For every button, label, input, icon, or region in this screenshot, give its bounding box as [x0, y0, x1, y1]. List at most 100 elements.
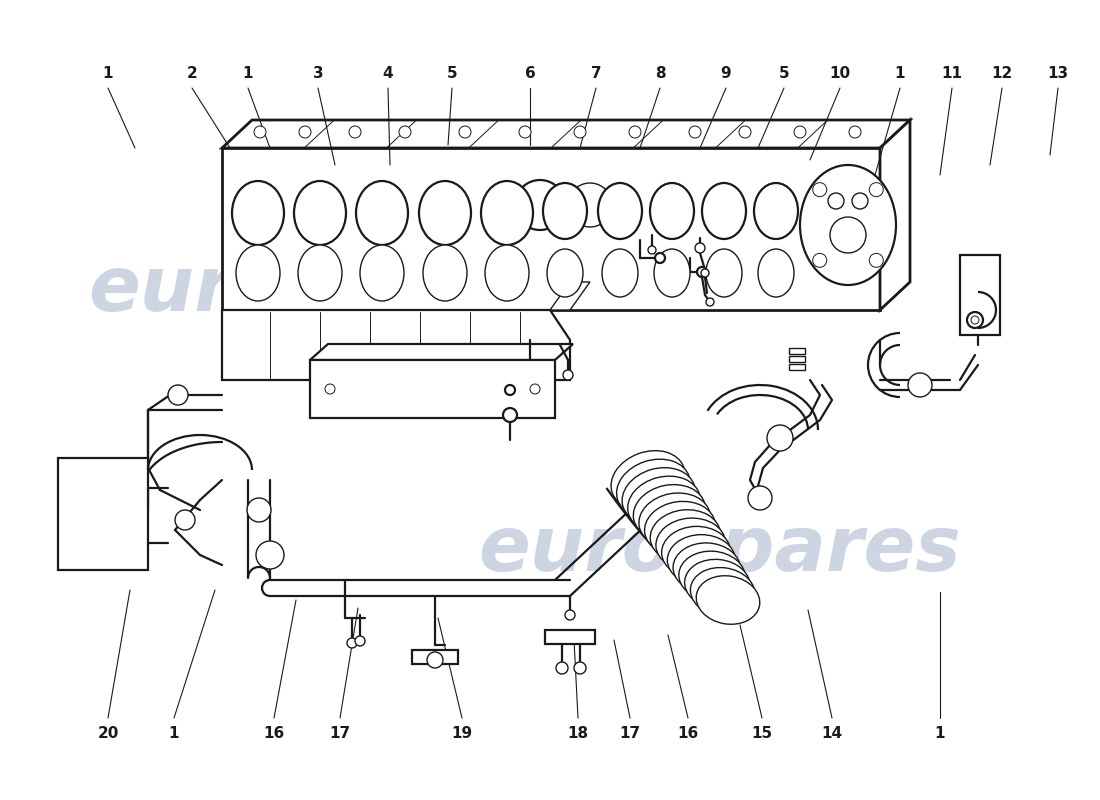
Ellipse shape: [639, 493, 711, 547]
Text: 9: 9: [720, 66, 732, 81]
Bar: [960, 255, 1000, 335]
Circle shape: [869, 254, 883, 267]
Circle shape: [459, 126, 471, 138]
Circle shape: [565, 610, 575, 620]
Circle shape: [967, 312, 983, 328]
Ellipse shape: [419, 181, 471, 245]
Ellipse shape: [661, 526, 730, 578]
Circle shape: [739, 126, 751, 138]
Ellipse shape: [617, 459, 690, 517]
Circle shape: [813, 182, 827, 197]
Bar: [789, 364, 805, 370]
Ellipse shape: [543, 183, 587, 239]
Circle shape: [695, 243, 705, 253]
Polygon shape: [222, 148, 880, 310]
Bar: [789, 356, 805, 362]
Ellipse shape: [298, 245, 342, 301]
Ellipse shape: [650, 183, 694, 239]
Circle shape: [349, 126, 361, 138]
Circle shape: [346, 638, 358, 648]
Ellipse shape: [691, 567, 755, 617]
Text: 16: 16: [263, 726, 285, 741]
Text: 17: 17: [329, 726, 351, 741]
Ellipse shape: [485, 245, 529, 301]
Ellipse shape: [679, 551, 745, 601]
Circle shape: [505, 385, 515, 395]
Ellipse shape: [650, 510, 721, 562]
Circle shape: [254, 126, 266, 138]
Circle shape: [654, 253, 666, 263]
Text: 12: 12: [991, 66, 1013, 81]
Polygon shape: [310, 344, 573, 360]
Ellipse shape: [610, 450, 685, 510]
Text: 16: 16: [678, 726, 698, 741]
Ellipse shape: [236, 245, 280, 301]
Ellipse shape: [754, 183, 798, 239]
Ellipse shape: [645, 502, 715, 554]
Circle shape: [830, 217, 866, 253]
Circle shape: [748, 486, 772, 510]
Bar: [544, 630, 595, 644]
Ellipse shape: [758, 249, 794, 297]
Text: 13: 13: [1047, 66, 1068, 81]
Text: 3: 3: [312, 66, 323, 81]
Text: eurospares: eurospares: [478, 513, 961, 587]
Ellipse shape: [668, 534, 735, 586]
Circle shape: [399, 126, 411, 138]
Text: 4: 4: [383, 66, 394, 81]
Ellipse shape: [294, 181, 346, 245]
Ellipse shape: [696, 576, 760, 624]
Circle shape: [556, 662, 568, 674]
Circle shape: [701, 269, 710, 277]
Circle shape: [355, 636, 365, 646]
Text: 5: 5: [447, 66, 458, 81]
Circle shape: [828, 193, 844, 209]
Bar: [789, 348, 805, 354]
Text: 18: 18: [568, 726, 588, 741]
Text: 1: 1: [102, 66, 113, 81]
Circle shape: [563, 370, 573, 380]
Circle shape: [324, 384, 336, 394]
Ellipse shape: [654, 249, 690, 297]
Bar: [412, 650, 458, 664]
Text: 6: 6: [525, 66, 536, 81]
Ellipse shape: [706, 249, 743, 297]
Text: 11: 11: [942, 66, 962, 81]
Polygon shape: [222, 310, 570, 380]
Ellipse shape: [232, 181, 284, 245]
Circle shape: [574, 126, 586, 138]
Polygon shape: [222, 120, 910, 148]
Circle shape: [256, 541, 284, 569]
Ellipse shape: [684, 559, 750, 609]
Circle shape: [175, 510, 195, 530]
Circle shape: [849, 126, 861, 138]
Text: 15: 15: [751, 726, 772, 741]
Bar: [58, 458, 148, 570]
Ellipse shape: [634, 485, 705, 539]
Ellipse shape: [424, 245, 468, 301]
Circle shape: [648, 246, 656, 254]
Text: 1: 1: [243, 66, 253, 81]
Circle shape: [971, 316, 979, 324]
Circle shape: [813, 254, 827, 267]
Circle shape: [168, 385, 188, 405]
Circle shape: [248, 498, 271, 522]
Circle shape: [574, 662, 586, 674]
Text: 14: 14: [822, 726, 843, 741]
Ellipse shape: [702, 183, 746, 239]
Text: 19: 19: [451, 726, 473, 741]
Polygon shape: [880, 120, 910, 310]
Circle shape: [519, 126, 531, 138]
Circle shape: [908, 373, 932, 397]
Circle shape: [794, 126, 806, 138]
Circle shape: [427, 652, 443, 668]
Text: 17: 17: [619, 726, 640, 741]
Text: eurospares: eurospares: [89, 253, 571, 327]
Circle shape: [869, 182, 883, 197]
Circle shape: [503, 408, 517, 422]
Ellipse shape: [628, 476, 701, 532]
Ellipse shape: [673, 543, 740, 593]
Text: 2: 2: [187, 66, 197, 81]
Circle shape: [706, 298, 714, 306]
Text: 1: 1: [935, 726, 945, 741]
